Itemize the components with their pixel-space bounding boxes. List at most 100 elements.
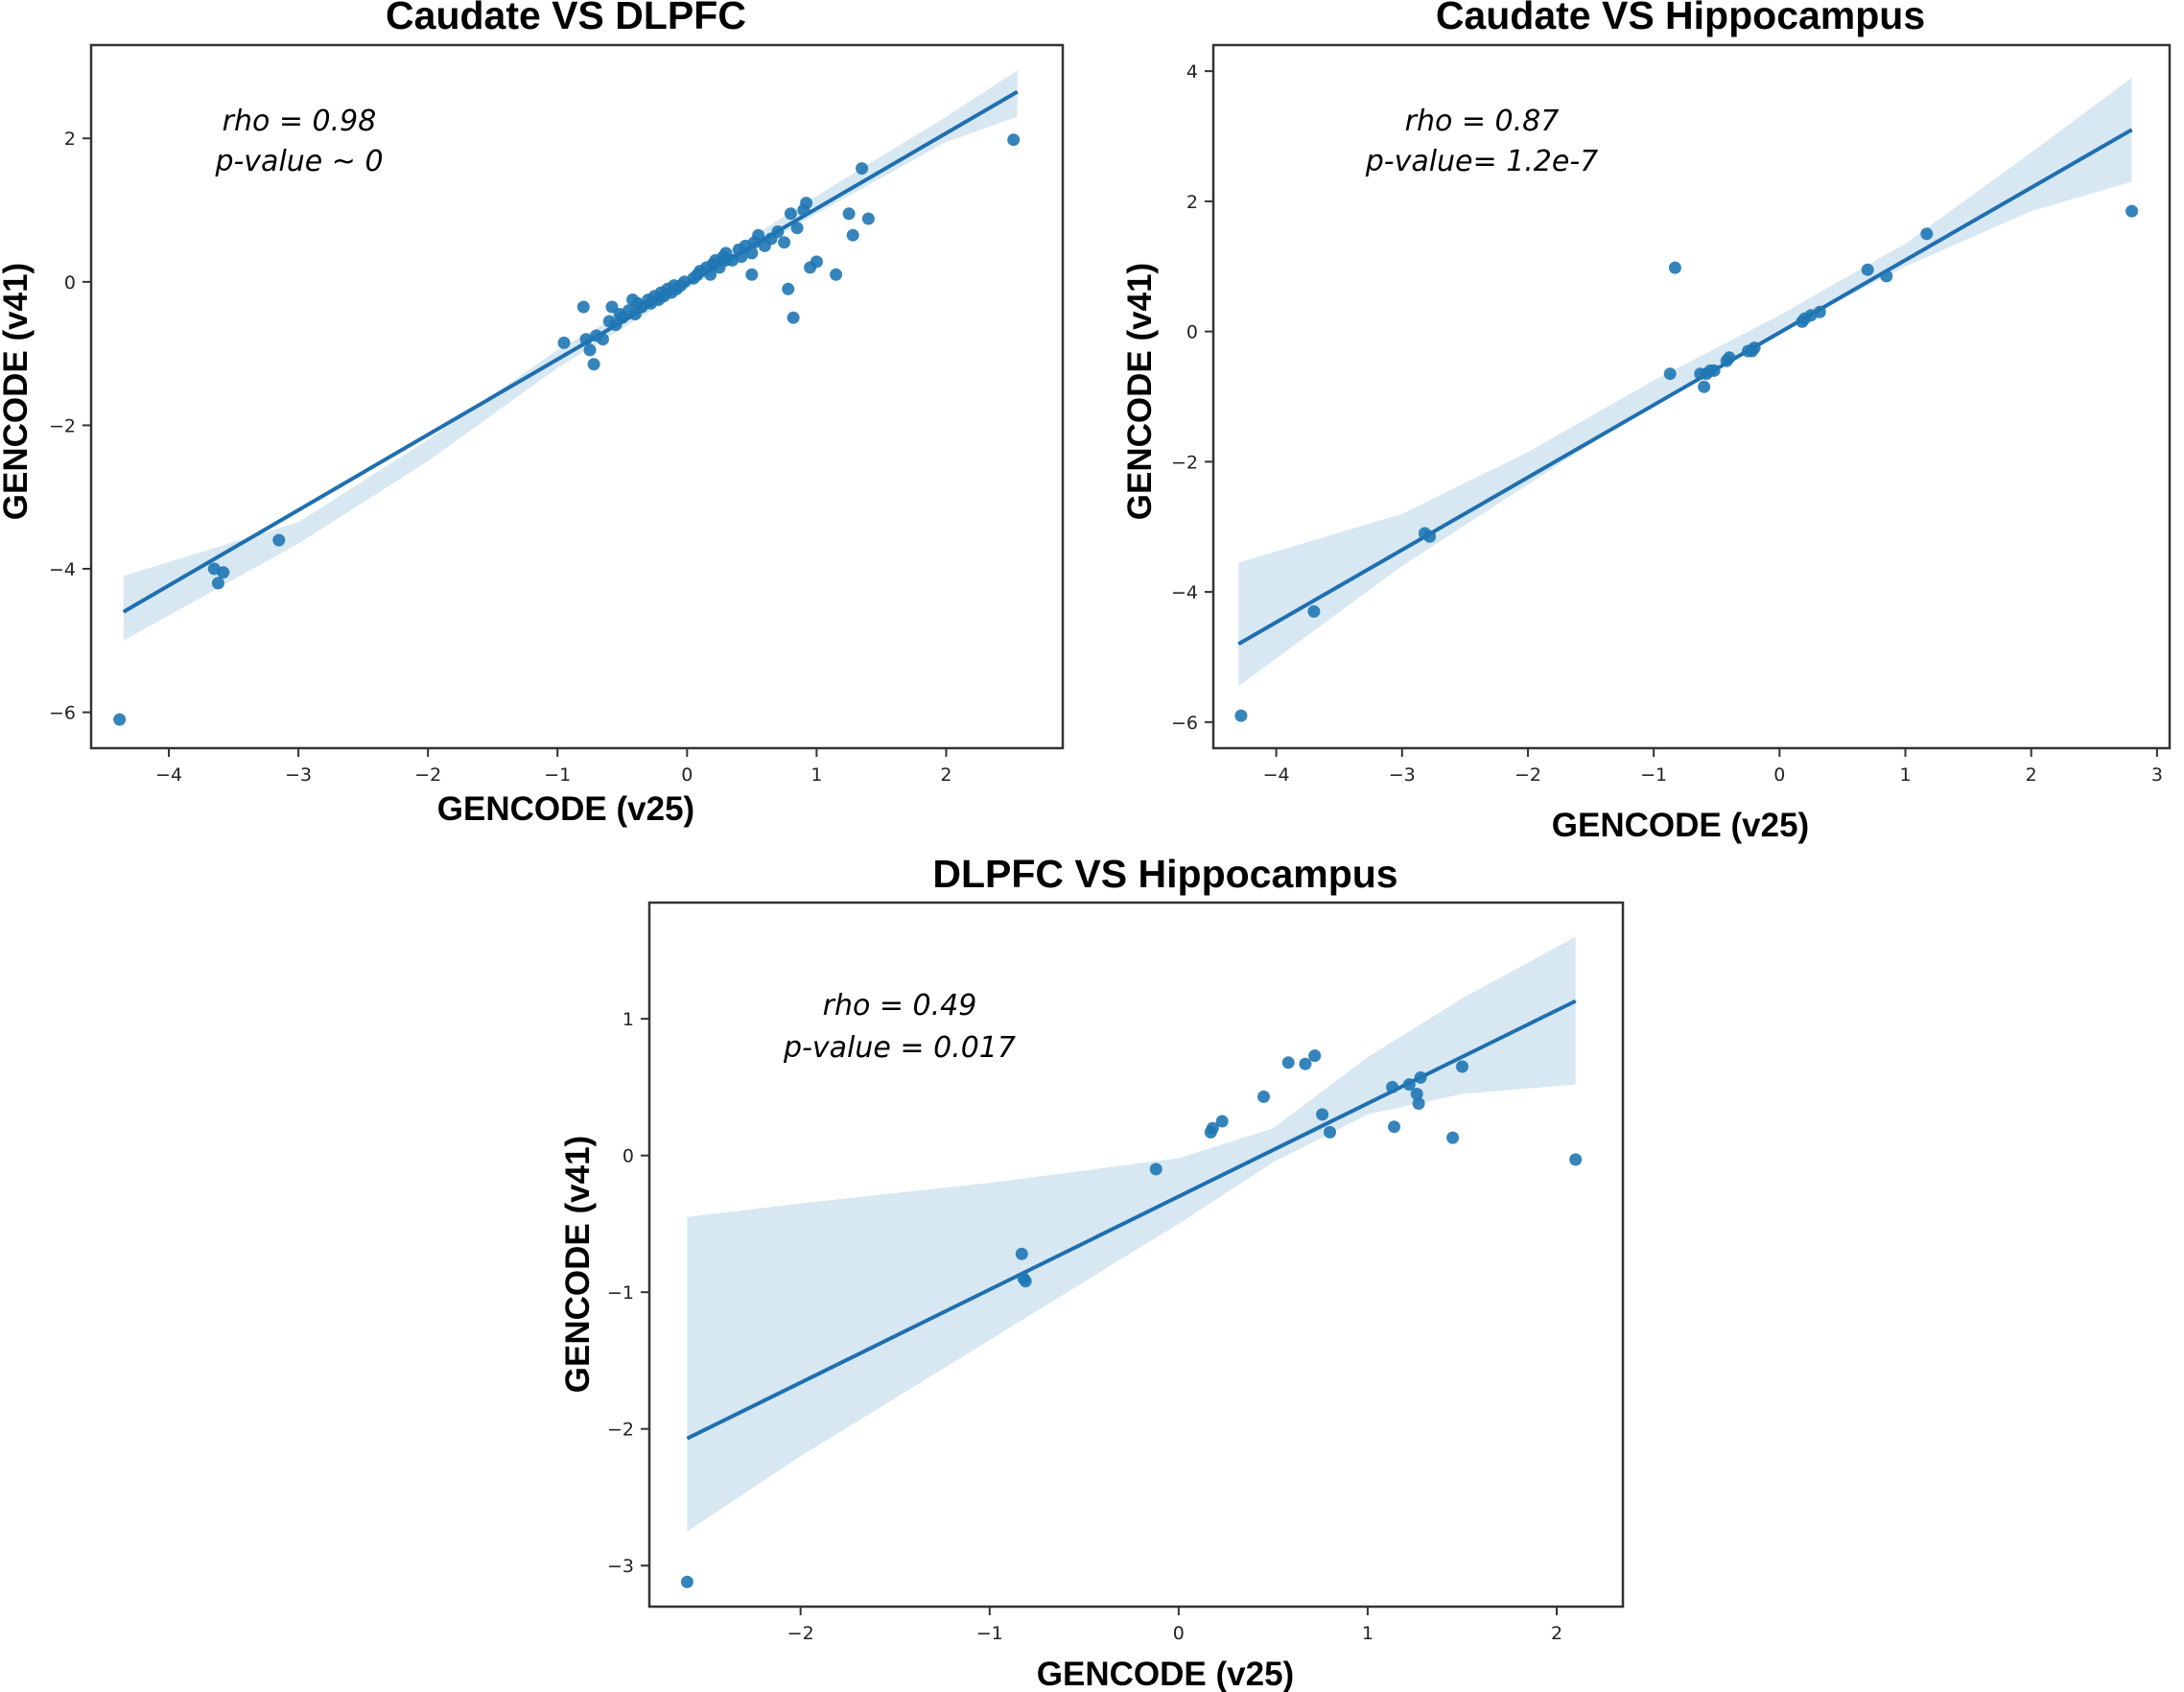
data-point xyxy=(830,268,843,281)
data-point xyxy=(800,197,813,210)
p-value-annotation: p-value = 0.017 xyxy=(783,1031,1016,1065)
plot-frame xyxy=(647,901,1625,1609)
regression-line xyxy=(686,999,1577,1441)
data-point xyxy=(272,533,286,547)
x-tick-label: −4 xyxy=(1263,764,1290,786)
x-axis-label: GENCODE (v25) xyxy=(437,790,694,828)
data-point xyxy=(745,247,759,260)
data-point xyxy=(778,236,791,249)
y-tick-label: −3 xyxy=(607,1556,634,1577)
data-point xyxy=(1324,1125,1336,1139)
x-tick-label: −2 xyxy=(414,764,441,786)
data-point xyxy=(1861,263,1874,276)
data-point xyxy=(1880,270,1893,283)
data-point xyxy=(1423,529,1437,543)
x-tick-label: −2 xyxy=(787,1623,814,1644)
x-tick-label: 0 xyxy=(1173,1623,1185,1644)
data-point xyxy=(557,336,571,349)
data-point xyxy=(771,225,785,238)
data-point xyxy=(1388,1120,1400,1134)
y-tick-label: −4 xyxy=(49,559,76,580)
y-tick-label: −6 xyxy=(1171,713,1198,734)
data-point xyxy=(787,311,800,324)
data-point xyxy=(842,207,856,221)
data-point xyxy=(861,212,875,225)
data-point xyxy=(1206,1121,1219,1135)
data-point xyxy=(1307,605,1321,618)
data-point xyxy=(1668,261,1681,274)
data-point xyxy=(752,228,765,242)
data-point xyxy=(1015,1247,1028,1260)
chart-panel-caudate-dlpfc: Caudate VS DLPFC GENCODE (v25) GENCODE (… xyxy=(0,0,1065,828)
x-tick-label: −3 xyxy=(285,764,312,786)
x-tick-label: 0 xyxy=(681,764,693,786)
data-point xyxy=(846,228,859,242)
data-point xyxy=(1308,1049,1322,1063)
data-point xyxy=(1149,1163,1162,1176)
y-tick-label: 2 xyxy=(1186,192,1198,213)
data-point xyxy=(1281,1056,1295,1069)
confidence-band xyxy=(1238,77,2132,687)
data-point xyxy=(597,333,609,346)
data-point xyxy=(1316,1108,1329,1121)
x-tick-label: −1 xyxy=(976,1623,1003,1644)
y-axis-label: GENCODE (v41) xyxy=(1121,263,1159,520)
x-tick-label: 0 xyxy=(1773,764,1785,786)
data-point xyxy=(113,713,127,726)
y-tick-label: 4 xyxy=(1186,61,1198,82)
x-tick-label: −1 xyxy=(1640,764,1667,786)
x-axis-label: GENCODE (v25) xyxy=(1552,807,1809,844)
confidence-band xyxy=(687,936,1576,1532)
data-point xyxy=(1707,364,1721,377)
data-point xyxy=(1698,380,1711,393)
y-tick-label: −2 xyxy=(1171,452,1198,473)
data-point xyxy=(2125,204,2139,218)
data-point xyxy=(1299,1057,1312,1070)
data-point xyxy=(211,576,224,590)
chart-title: Caudate VS Hippocampus xyxy=(1436,0,1925,37)
x-tick-label: −2 xyxy=(1515,764,1541,786)
y-tick-label: −1 xyxy=(607,1282,634,1304)
data-point xyxy=(1663,367,1677,381)
chart-panel-caudate-hippocampus: Caudate VS Hippocampus GENCODE (v25) GEN… xyxy=(1121,0,2172,844)
data-point xyxy=(1215,1115,1229,1128)
x-tick-label: 2 xyxy=(940,764,951,786)
data-point xyxy=(1007,133,1021,147)
chart-panel-dlpfc-hippocampus: DLPFC VS Hippocampus GENCODE (v25) GENCO… xyxy=(559,852,1625,1692)
y-tick-label: 0 xyxy=(622,1146,634,1167)
x-tick-label: −3 xyxy=(1389,764,1416,786)
x-tick-label: 1 xyxy=(1362,1623,1374,1644)
data-point xyxy=(1412,1097,1425,1110)
regression-line xyxy=(1237,128,2133,646)
data-point xyxy=(810,255,823,269)
data-point xyxy=(1234,709,1248,722)
x-tick-label: 3 xyxy=(2151,764,2163,786)
y-tick-label: −2 xyxy=(49,415,76,436)
data-point xyxy=(583,343,597,357)
data-point xyxy=(784,207,797,221)
data-point xyxy=(790,222,804,235)
data-point xyxy=(1019,1275,1032,1288)
data-point xyxy=(704,268,717,281)
p-value-annotation: p-value= 1.2e-7 xyxy=(1365,145,1599,178)
x-tick-label: 1 xyxy=(810,764,822,786)
rho-annotation: rho = 0.49 xyxy=(823,989,977,1022)
y-tick-label: −2 xyxy=(607,1420,634,1441)
data-point xyxy=(1569,1153,1583,1166)
chart-title: Caudate VS DLPFC xyxy=(386,0,746,37)
y-tick-label: 0 xyxy=(1186,322,1198,343)
data-point xyxy=(587,358,600,371)
p-value-annotation: p-value ~ 0 xyxy=(214,145,383,178)
data-point xyxy=(856,162,869,176)
y-axis-label: GENCODE (v41) xyxy=(0,263,35,520)
data-point xyxy=(576,300,590,314)
data-point xyxy=(1748,341,1761,355)
data-point xyxy=(1410,1088,1423,1100)
data-point xyxy=(680,1575,693,1588)
regression-line xyxy=(122,89,1019,614)
y-tick-label: −4 xyxy=(1171,582,1198,603)
data-point xyxy=(1920,227,1934,241)
data-point xyxy=(735,250,748,264)
y-tick-label: −6 xyxy=(49,703,76,724)
data-point xyxy=(782,282,795,295)
